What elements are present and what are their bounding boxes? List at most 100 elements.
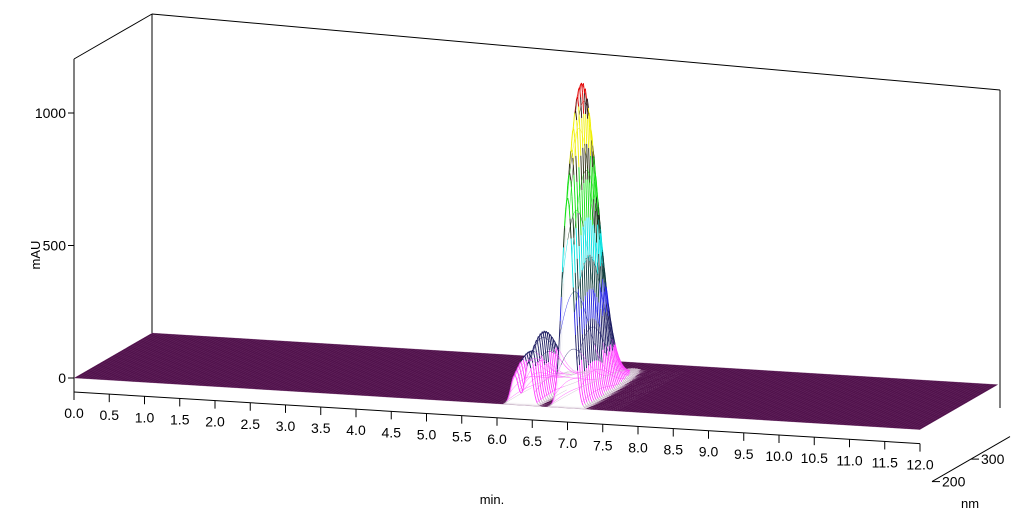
peak-rib <box>553 369 556 372</box>
peak-wire <box>538 401 541 404</box>
peak-rib <box>614 376 617 378</box>
peak-rib <box>563 252 567 268</box>
peak-wire <box>558 321 561 343</box>
peak-rib <box>540 397 543 400</box>
peak-wire <box>585 257 588 292</box>
peak-rib <box>619 370 622 373</box>
mesh-line <box>764 375 843 421</box>
peak-wire <box>594 384 597 392</box>
peak-wire <box>588 289 591 320</box>
peak-rib <box>513 374 517 378</box>
peak-rib <box>536 383 539 385</box>
mesh-line <box>95 334 174 380</box>
peak-wire <box>585 324 588 348</box>
peak-rib <box>626 369 629 371</box>
peak-rib <box>614 368 617 371</box>
peak-wire <box>605 365 608 376</box>
mesh-line <box>451 355 530 402</box>
peak-rib <box>539 356 542 360</box>
peak-rib <box>516 366 519 371</box>
peak-wire <box>618 384 621 387</box>
peak-wire <box>569 218 572 239</box>
peak-rib <box>546 338 549 341</box>
peak-rib <box>612 375 615 377</box>
peak-rib <box>585 370 589 372</box>
mesh-line <box>592 364 671 410</box>
peak-rib <box>594 164 597 186</box>
peak-rib <box>610 364 613 368</box>
peak-rib <box>622 368 626 371</box>
mesh-line <box>743 373 822 419</box>
peak-wire <box>618 379 621 383</box>
mesh-line <box>852 380 932 426</box>
peak-rib <box>601 297 604 312</box>
peak-wire <box>544 332 547 341</box>
peak-wire <box>517 371 519 375</box>
peak-wire <box>543 353 546 365</box>
mesh-line <box>412 353 491 399</box>
mesh-line <box>422 354 502 400</box>
peak-rib <box>527 388 530 391</box>
peak-rib <box>515 370 519 375</box>
frame-back-top <box>151 13 1001 91</box>
peak-wire <box>620 379 623 382</box>
peak-wire <box>545 375 548 385</box>
peak-rib <box>607 322 610 332</box>
mesh-line <box>109 335 188 381</box>
peak-wire <box>588 217 591 255</box>
y-axis-title: mAU <box>28 241 43 270</box>
peak-wire <box>615 363 618 371</box>
peak-rib <box>559 327 562 337</box>
peak-rib <box>518 393 521 396</box>
mesh-line <box>84 371 931 424</box>
mesh-line <box>144 337 223 383</box>
peak-rib <box>564 389 567 392</box>
peak-wire <box>526 354 529 360</box>
x-tick-label: 6.0 <box>487 431 507 447</box>
peak-rib <box>517 367 520 371</box>
peak-rib <box>548 374 551 376</box>
peak-rib <box>566 186 569 207</box>
mesh-line <box>348 349 428 395</box>
peak-wire <box>522 359 525 365</box>
peak-rib <box>587 369 591 372</box>
mesh-line <box>246 343 325 389</box>
peak-rib <box>526 351 529 354</box>
x-tick-label: 3.5 <box>311 420 331 436</box>
peak-rib <box>530 358 533 360</box>
peak-rib <box>519 380 522 383</box>
mesh-line <box>884 382 963 428</box>
peak-rib <box>523 382 526 385</box>
mesh-line <box>130 336 209 382</box>
peak-rib <box>539 404 542 406</box>
peak-wire <box>585 383 588 392</box>
peak-wire <box>598 302 601 328</box>
x-tick-label: 10.5 <box>801 450 828 466</box>
mesh-line <box>391 352 470 398</box>
peak-rib <box>613 389 616 391</box>
peak-wire <box>591 393 594 399</box>
peak-wire <box>626 378 629 381</box>
peak-rib <box>551 364 554 367</box>
mesh-line <box>747 373 826 420</box>
peak-wire <box>595 360 598 374</box>
peak-rib <box>595 203 598 218</box>
peak-wire <box>538 404 540 407</box>
peak-rib <box>570 367 573 370</box>
mesh-line <box>102 334 181 380</box>
peak-wire <box>579 200 582 236</box>
peak-wire <box>577 97 580 107</box>
peak-wire <box>551 388 554 393</box>
mesh-line <box>218 341 297 387</box>
peak-rib <box>570 153 573 169</box>
peak-rib <box>609 344 612 353</box>
peak-wire <box>595 320 598 344</box>
peak-rib <box>601 395 605 397</box>
peak-wire <box>537 398 540 402</box>
peak-wire <box>580 97 583 119</box>
peak-rib <box>631 368 634 370</box>
peak-rib <box>585 376 588 380</box>
peak-rib <box>597 217 600 234</box>
peak-rib <box>634 369 637 371</box>
